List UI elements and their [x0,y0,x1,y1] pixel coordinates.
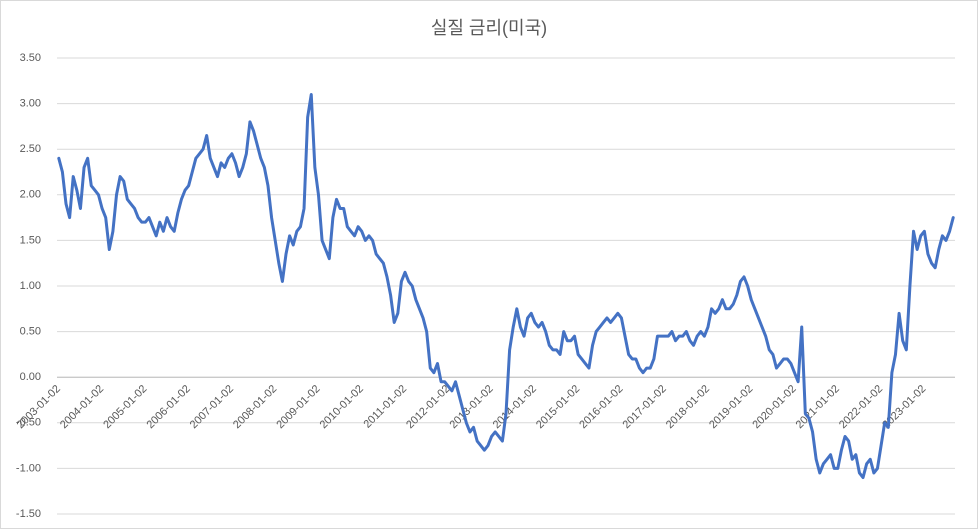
y-tick-label: -1.00 [16,462,41,474]
y-tick-label: -0.50 [16,417,41,429]
y-tick-label: 1.50 [20,234,41,246]
y-tick-label: 2.50 [20,143,41,155]
y-tick-label: 1.00 [20,280,41,292]
y-tick-label: 0.00 [20,371,41,383]
y-tick-label: 3.50 [20,52,41,64]
data-line [57,92,955,480]
y-tick-label: 0.50 [20,326,41,338]
y-tick-label: 3.00 [20,98,41,110]
y-tick-label: 2.00 [20,189,41,201]
chart-title: 실질 금리(미국) [431,18,547,38]
y-tick-label: -1.50 [16,508,41,520]
